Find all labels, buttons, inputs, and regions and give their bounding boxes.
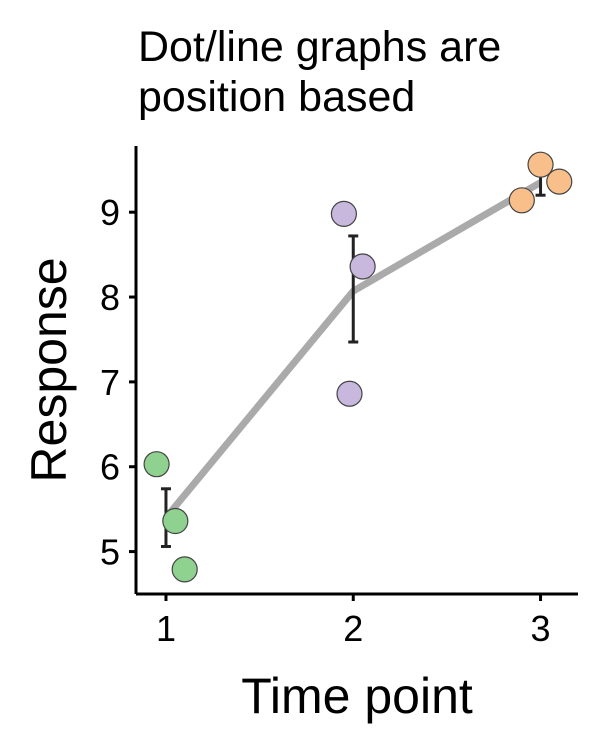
data-point-8 (546, 168, 573, 195)
data-point-9 (508, 187, 535, 214)
chart-title-line-1: Dot/line graphs are (138, 23, 502, 71)
mean-line (163, 179, 543, 520)
data-point-5 (349, 253, 376, 280)
point-layer (143, 151, 573, 583)
data-point-6 (336, 380, 363, 407)
errorbar-2 (348, 234, 359, 344)
data-point-4 (330, 200, 357, 227)
errorbar-layer (160, 169, 546, 548)
data-point-7 (527, 151, 554, 178)
data-point-3 (171, 556, 198, 583)
y-axis-title: Response (21, 257, 77, 482)
axis-layer: 5 6 7 8 9 1 2 3 (100, 146, 578, 649)
x-axis-title: Time point (241, 668, 473, 724)
data-point-2 (162, 507, 189, 535)
x-tick-label-3: 3 (531, 608, 551, 649)
y-tick-label-6: 6 (100, 447, 120, 488)
data-point-1 (143, 451, 170, 478)
x-tick-label-1: 1 (156, 608, 176, 649)
chart-title: Dot/line graphs are position based (138, 22, 588, 122)
y-tick-label-7: 7 (100, 362, 120, 403)
y-tick-label-8: 8 (100, 277, 120, 318)
y-tick-label-9: 9 (100, 192, 120, 233)
x-tick-label-2: 2 (343, 608, 363, 649)
chart-title-line-2: position based (138, 73, 416, 121)
y-tick-label-5: 5 (100, 532, 120, 573)
mean-line-layer (163, 179, 543, 520)
